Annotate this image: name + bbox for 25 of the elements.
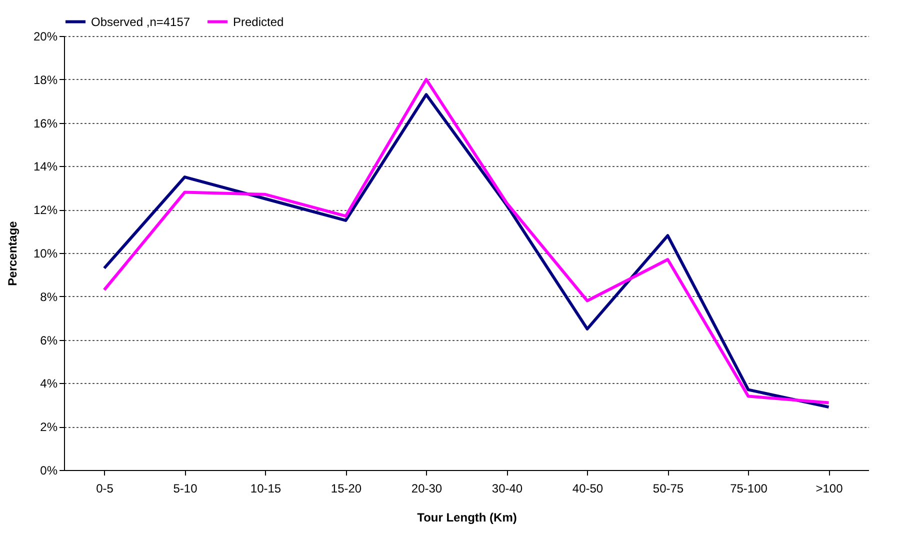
y-tick-label: 8%: [40, 290, 58, 304]
y-tick-label: 12%: [33, 203, 58, 218]
x-tick-label: 50-75: [652, 482, 684, 496]
x-tick-label: >100: [816, 482, 844, 496]
x-tick-label: 40-50: [572, 482, 604, 496]
x-tick-label: 30-40: [492, 482, 523, 496]
x-tick-label: 0-5: [96, 482, 114, 496]
y-tick-label: 18%: [33, 72, 58, 87]
y-tick-label: 14%: [33, 160, 58, 174]
legend-label: Predicted: [233, 14, 284, 29]
x-axis-title: Tour Length (Km): [417, 510, 517, 524]
y-tick-label: 4%: [40, 376, 58, 391]
legend-label: Observed ,n=4157: [91, 14, 190, 29]
y-tick-label: 10%: [33, 246, 58, 260]
y-tick-label: 2%: [40, 420, 58, 434]
y-tick-label: 20%: [33, 30, 58, 44]
x-tick-label: 15-20: [330, 482, 362, 496]
y-tick-label: 0%: [40, 464, 58, 478]
y-tick-label: 6%: [40, 333, 58, 348]
x-tick-label: 20-30: [411, 482, 442, 496]
x-tick-label: 75-100: [730, 482, 768, 496]
x-tick-label: 5-10: [173, 482, 198, 496]
y-axis-title: Percentage: [5, 220, 20, 286]
x-tick-label: 10-15: [250, 482, 282, 496]
y-tick-label: 16%: [33, 116, 58, 130]
